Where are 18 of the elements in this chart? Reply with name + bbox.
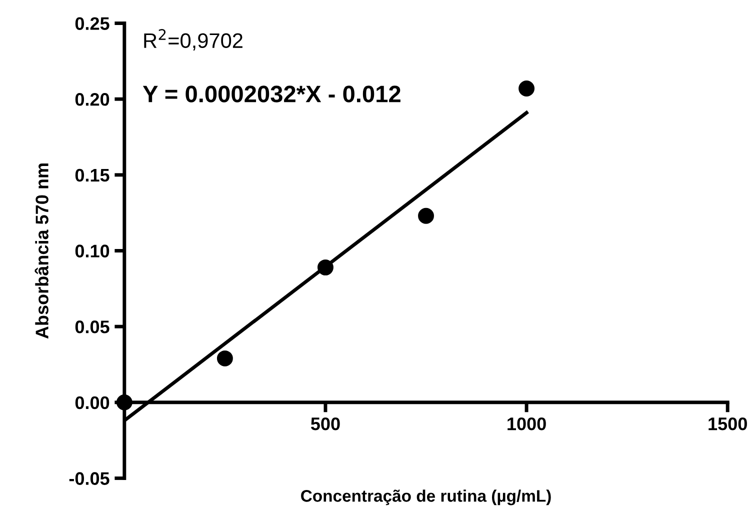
y-tick-label: 0.15 — [75, 168, 110, 182]
y-tick-label: 0.20 — [75, 93, 110, 106]
x-axis-title: Concentração de rutina (µg/mL) — [301, 490, 551, 506]
y-tick-label: 0.10 — [75, 244, 110, 258]
x-tick-label: 1000 — [508, 417, 546, 430]
y-tick-label: 0.05 — [75, 320, 110, 334]
point — [518, 80, 535, 96]
y-tick-label: -0.05 — [69, 472, 110, 485]
x-tick-label: 500 — [310, 417, 340, 430]
annotation: Y = 0.0002032*X - 0.012 — [142, 86, 400, 102]
annotation: R$^{2}$=0,9702 — [144, 29, 242, 50]
x-tick-label: 1500 — [708, 417, 747, 430]
y-tick-label: 0.25 — [75, 17, 110, 30]
point — [418, 208, 434, 224]
point — [216, 350, 233, 366]
y-tick-label: 0.00 — [75, 396, 110, 410]
point — [318, 259, 334, 276]
y-axis-title: Absorbância 570 nm — [34, 164, 48, 339]
